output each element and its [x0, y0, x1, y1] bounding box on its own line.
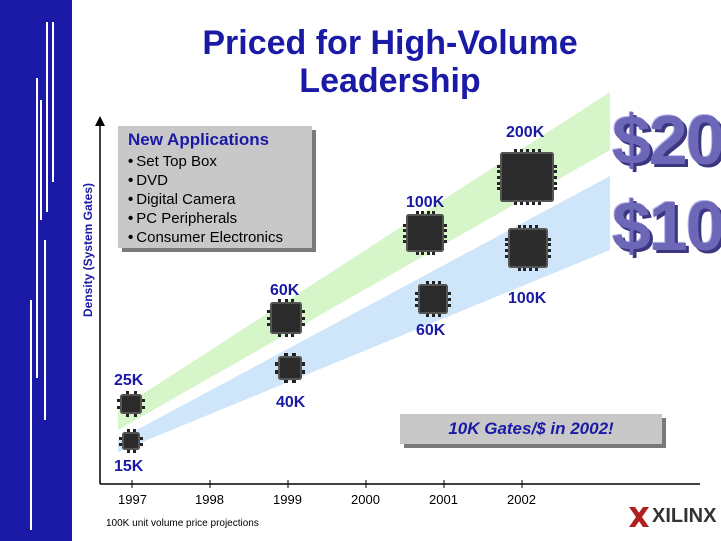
list-item: • DVD — [128, 172, 168, 189]
chip-icon — [505, 225, 551, 271]
xilinx-logo-icon — [629, 507, 649, 527]
chip-icon — [415, 281, 451, 317]
lower-label-40k: 40K — [276, 394, 306, 411]
list-item: • Consumer Electronics — [128, 229, 283, 246]
chip-icon — [403, 211, 447, 255]
price-10: $10 — [612, 187, 721, 265]
y-axis-label: Density (System Gates) — [81, 182, 95, 318]
chip-icon — [275, 353, 305, 383]
new-applications-box: New Applications • Set Top Box • DVD • Digi… — [118, 126, 312, 248]
x-tick-label: 2000 — [351, 492, 380, 507]
chip-icon — [497, 149, 557, 205]
upper-price-band — [118, 92, 610, 430]
lower-price-band — [118, 176, 610, 452]
upper-label-25k: 25K — [114, 372, 144, 389]
upper-label-60k: 60K — [270, 282, 300, 299]
x-tick-label: 1998 — [195, 492, 224, 507]
title-line-2: Leadership — [299, 62, 481, 100]
y-axis-arrow — [95, 116, 105, 126]
lower-label-15k: 15K — [114, 458, 144, 475]
lower-label-100k: 100K — [508, 290, 547, 307]
price-20: $20 — [612, 101, 721, 179]
title-line-1: Priced for High-Volume — [202, 24, 578, 62]
chip-icon — [117, 391, 145, 417]
list-item: • Set Top Box — [128, 153, 217, 170]
upper-label-200k: 200K — [506, 124, 545, 141]
xilinx-logo-text: XILINX — [652, 505, 717, 527]
x-tick-label: 1997 — [118, 492, 147, 507]
x-tick-label: 2002 — [507, 492, 536, 507]
x-tick-label: 2001 — [429, 492, 458, 507]
lower-label-60k: 60K — [416, 322, 446, 339]
list-item: • PC Peripherals — [128, 210, 238, 227]
gates-per-dollar-callout: 10K Gates/$ in 2002! — [400, 414, 662, 444]
left-decorative-bar — [0, 0, 72, 541]
x-tick-label: 1999 — [273, 492, 302, 507]
page-title: Priced for High-Volume Leadership — [130, 24, 650, 100]
box-title: New Applications — [128, 130, 270, 149]
list-item: • Digital Camera — [128, 191, 236, 208]
chip-icon — [119, 429, 143, 453]
footnote: 100K unit volume price projections — [106, 518, 259, 529]
chip-icon — [267, 299, 305, 337]
upper-label-100k: 100K — [406, 194, 445, 211]
